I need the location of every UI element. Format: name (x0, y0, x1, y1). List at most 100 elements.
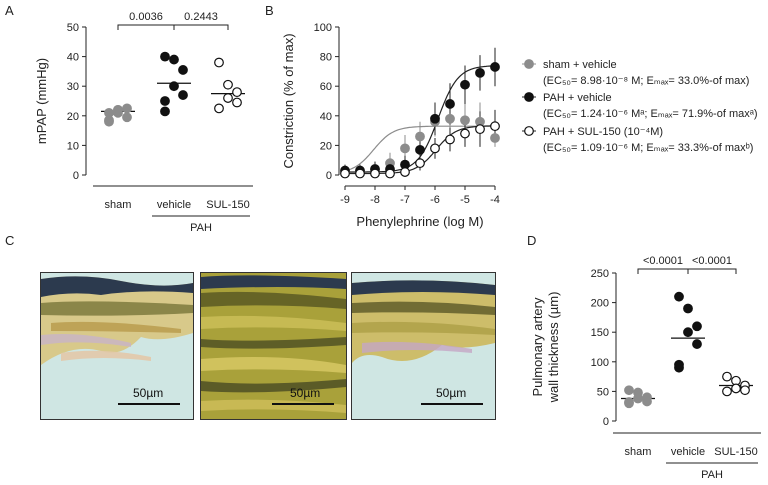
chart-a-y-axis-label: mPAP (mmHg) (34, 58, 49, 144)
chart-b-data-point (475, 67, 485, 78)
chart-a-category-label: sham (105, 199, 132, 211)
chart-b-data-point (355, 168, 365, 179)
chart-d-comparison-bracket (687, 268, 737, 274)
chart-b-data-point (445, 99, 455, 109)
panel-letter-d: D (527, 233, 537, 248)
chart-a-p-value: 0.2443 (184, 11, 218, 23)
chart-b-y-tick-label: 100 (314, 22, 332, 34)
chart-a-y-tick-label: 10 (67, 140, 79, 152)
chart-d-data-point (624, 385, 634, 396)
chart-a-data-point (160, 106, 170, 117)
chart-b-y-tick-label: 40 (320, 111, 332, 123)
chart-b-legend-label: sham + vehicle (543, 59, 617, 71)
chart-d-category-label: SUL-150 (714, 446, 757, 458)
chart-d-data-point (692, 321, 702, 332)
chart-b-constriction: 0 20 40 60 80 100 Constriction (% of max) -9 -8 -… (281, 22, 757, 229)
chart-a-y-tick-label: 40 (67, 52, 79, 64)
chart-d-data-point (642, 396, 652, 407)
chart-a-data-point (223, 79, 233, 90)
chart-a-data-point (113, 104, 123, 115)
chart-a-comparison-bracket (117, 24, 175, 30)
chart-d-data-point (722, 386, 732, 397)
chart-b-y-axis-label: Constriction (% of max) (281, 33, 296, 168)
chart-b-data-point (400, 167, 410, 177)
scale-label-2: 50µm (290, 386, 321, 400)
chart-a-data-point (178, 90, 188, 100)
chart-b-data-point (460, 79, 470, 90)
chart-b-data-point (340, 168, 350, 179)
chart-d-y-tick-label: 0 (603, 416, 609, 428)
chart-d-data-point (740, 385, 750, 396)
chart-d-data-point (624, 398, 634, 409)
chart-b-data-point (490, 62, 500, 72)
chart-a-data-point (122, 103, 132, 114)
chart-d-y-tick-label: 50 (597, 386, 609, 398)
chart-d-y-tick-label: 150 (591, 327, 609, 339)
chart-d-data-point (683, 327, 693, 338)
chart-d-category-label: vehicle (671, 446, 705, 458)
chart-a-y-tick-label: 50 (67, 22, 79, 34)
chart-a-y-tick-label: 0 (73, 170, 79, 182)
chart-a-data-point (232, 97, 242, 108)
chart-b-data-point (460, 115, 470, 126)
chart-b-legend-stats: (EC₅₀= 8.98·10⁻⁸ M; Eₘₐₓ= 33.0%-of max) (543, 75, 749, 87)
micrograph-sham (40, 272, 194, 420)
scale-bar-1 (118, 403, 180, 405)
scale-bar-3 (421, 403, 483, 405)
chart-b-y-tick-label: 20 (320, 140, 332, 152)
chart-b-legend-marker (524, 126, 534, 136)
micrograph-pah-vehicle-image (201, 273, 346, 419)
micrograph-pah-sul150 (351, 272, 496, 420)
chart-b-data-point (370, 168, 380, 179)
chart-b-legend-label: PAH + SUL-150 (10⁻⁴M) (543, 126, 663, 138)
chart-a-p-value: 0.0036 (129, 11, 163, 23)
chart-b-y-tick-label: 0 (326, 170, 332, 182)
chart-b-fit-curve (344, 125, 494, 172)
chart-d-p-value: <0.0001 (692, 255, 732, 267)
scale-label-1: 50µm (133, 386, 164, 400)
chart-d-data-point (633, 393, 643, 404)
chart-d-group-label: PAH (701, 469, 723, 481)
chart-b-data-point (415, 144, 425, 155)
chart-d-data-point (674, 359, 684, 370)
chart-d-category-label: sham (625, 446, 652, 458)
chart-d-y-axis-label-1: Pulmonary artery (530, 297, 545, 396)
chart-d-data-point (722, 371, 732, 382)
chart-a-category-label: SUL-150 (206, 199, 249, 211)
chart-b-data-point (490, 133, 500, 143)
chart-d-data-point (683, 303, 693, 314)
chart-d-data-point (731, 383, 741, 394)
chart-b-y-tick-label: 60 (320, 81, 332, 93)
chart-a-data-point (122, 112, 132, 123)
chart-b-data-point (415, 158, 425, 169)
chart-d-p-value: <0.0001 (643, 255, 683, 267)
chart-b-data-point (445, 113, 455, 124)
chart-b-data-point (400, 143, 410, 154)
chart-d-data-point (674, 291, 684, 302)
chart-b-x-tick-label: -7 (400, 194, 410, 206)
chart-b-fit-curve (345, 65, 494, 173)
chart-a-data-point (178, 65, 188, 75)
chart-a-data-point (160, 51, 170, 62)
chart-a-y-tick-label: 30 (67, 81, 79, 93)
chart-b-legend-stats: (EC₅₀= 1.09·10⁻⁶ M; Eₘₐₓ= 33.3%-of maxᵇ) (543, 142, 753, 154)
chart-a-category-label: vehicle (157, 199, 191, 211)
scale-bar-2 (272, 403, 334, 405)
chart-a-data-point (214, 103, 224, 114)
chart-b-data-point (460, 128, 470, 139)
chart-b-data-point (385, 168, 395, 179)
chart-b-data-point (490, 121, 500, 132)
chart-a-y-tick-label: 20 (67, 111, 79, 123)
chart-b-legend-marker (524, 59, 534, 69)
micrograph-pah-vehicle (200, 272, 347, 420)
panel-letter-b: B (265, 3, 274, 18)
chart-d-y-tick-label: 100 (591, 357, 609, 369)
chart-b-data-point (475, 124, 485, 135)
chart-b-data-point (430, 113, 440, 124)
chart-a-data-point (104, 115, 114, 126)
chart-a-data-point (169, 54, 179, 65)
chart-d-y-axis-label-2: wall thickness (µm) (546, 292, 561, 404)
chart-d-comparison-bracket (637, 268, 689, 274)
chart-b-x-tick-label: -9 (340, 194, 350, 206)
chart-a-data-point (232, 87, 242, 98)
